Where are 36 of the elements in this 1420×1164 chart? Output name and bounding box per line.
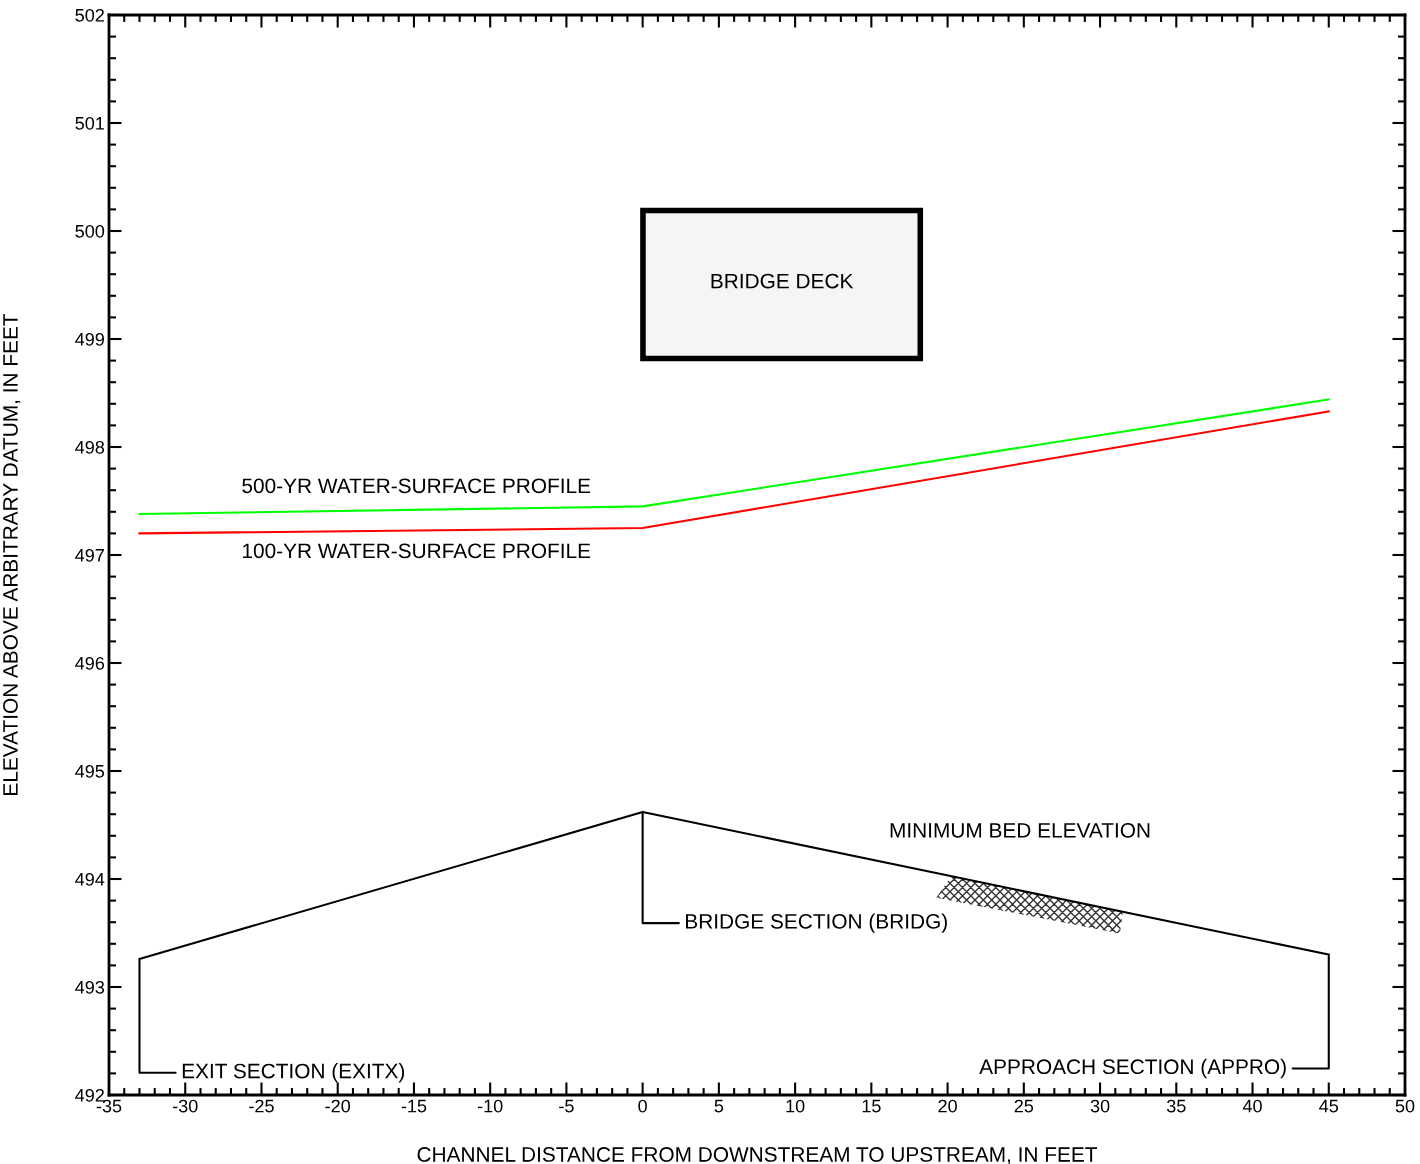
y-tick-label: 499 (75, 332, 104, 346)
x-tick-label: 10 (786, 1099, 805, 1113)
x-tick-label: -20 (325, 1099, 351, 1113)
x-tick-label: -10 (477, 1099, 503, 1113)
x-tick-label: 50 (1395, 1099, 1415, 1113)
x-tick-label: -30 (172, 1099, 198, 1113)
x-tick-label: -5 (559, 1099, 574, 1113)
x-tick-label: 25 (1014, 1099, 1034, 1113)
y-axis-title: ELEVATION ABOVE ARBITRARY DATUM, IN FEET (3, 313, 21, 795)
annotation: BRIDGE SECTION (BRIDG) (686, 913, 947, 933)
annotation: APPROACH SECTION (APPRO) (979, 1058, 1286, 1079)
x-axis-title: CHANNEL DISTANCE FROM DOWNSTREAM TO UPSTREAM, IN FEET (417, 1147, 1098, 1164)
x-tick-label: 45 (1319, 1099, 1339, 1113)
annotation: EXIT SECTION (EXITX) (182, 1063, 405, 1083)
series-label: 100-YR WATER-SURFACE PROFILE (243, 543, 591, 559)
y-tick-label: 495 (75, 764, 105, 778)
x-tick-label: -25 (249, 1099, 274, 1113)
y-tick-label: 496 (75, 656, 105, 670)
y-tick-label: 502 (75, 8, 104, 22)
x-tick-label: 5 (714, 1099, 724, 1113)
x-tick-label: -15 (401, 1099, 427, 1113)
x-tick-label: 40 (1242, 1099, 1262, 1113)
x-tick-label: 20 (938, 1099, 957, 1113)
y-tick-label: 493 (75, 980, 105, 994)
y-tick-label: 494 (75, 872, 105, 886)
x-tick-label: 15 (862, 1099, 881, 1113)
series-label: MINIMUM BED ELEVATION (890, 822, 1150, 838)
x-tick-label: 30 (1090, 1099, 1110, 1113)
y-tick-label: 497 (75, 548, 104, 562)
y-tick-label: 501 (75, 116, 104, 130)
y-tick-label: 498 (75, 440, 105, 454)
series-label: 500-YR WATER-SURFACE PROFILE (242, 478, 591, 494)
y-tick-label: 500 (75, 224, 105, 238)
x-tick-label: 0 (638, 1099, 647, 1113)
annotation: BRIDGE DECK (711, 273, 854, 289)
x-tick-label: 35 (1166, 1099, 1186, 1113)
